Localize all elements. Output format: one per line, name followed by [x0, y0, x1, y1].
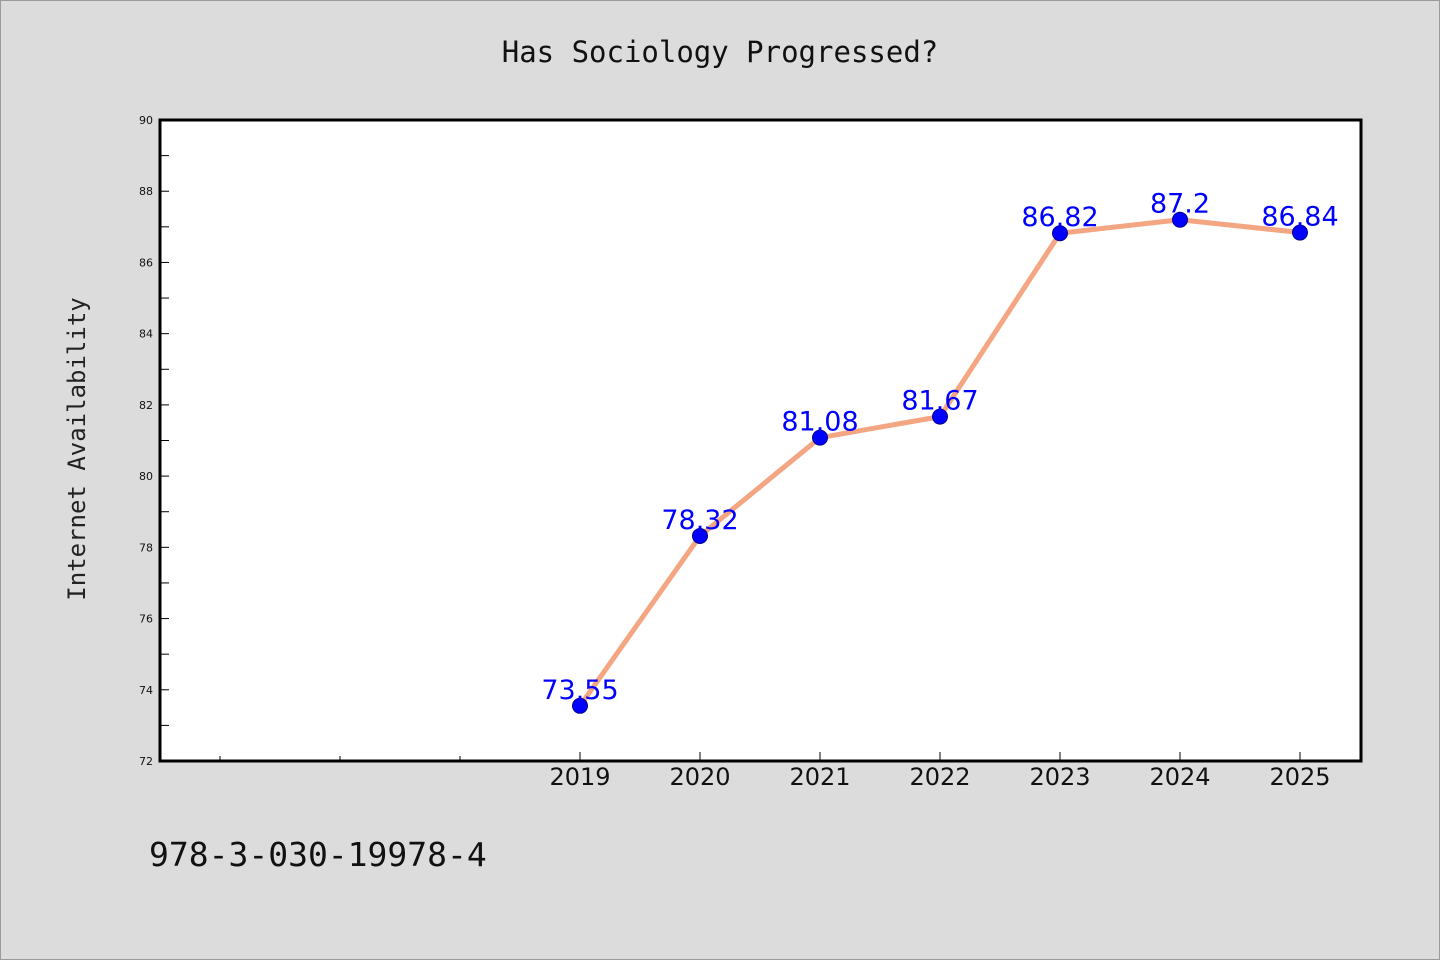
- x-tick-label: 2024: [1149, 763, 1210, 791]
- y-tick-label: 84: [139, 328, 153, 341]
- plot-frame: [158, 118, 1363, 763]
- data-label: 86.84: [1261, 202, 1338, 233]
- data-point: [1292, 224, 1308, 241]
- y-tick-label: 80: [139, 470, 153, 483]
- x-tick-label: 2021: [789, 763, 850, 791]
- data-point: [572, 697, 588, 714]
- y-tick-label: 78: [139, 541, 153, 554]
- data-label: 87.2: [1150, 189, 1210, 220]
- y-tick-label: 90: [139, 114, 153, 127]
- x-tick-label: 2022: [909, 763, 970, 791]
- isbn-footer: 978-3-030-19978-4: [149, 835, 487, 874]
- chart-title: Has Sociology Progressed?: [501, 35, 939, 69]
- data-label: 73.55: [541, 675, 618, 706]
- y-tick-label: 72: [139, 755, 153, 768]
- y-tick-label: 86: [139, 256, 153, 269]
- y-tick-label: 74: [139, 684, 153, 697]
- data-label: 81.08: [781, 407, 858, 438]
- y-tick-label: 82: [139, 399, 153, 412]
- y-tick-label: 88: [139, 185, 153, 198]
- data-point: [1172, 211, 1188, 228]
- data-point: [812, 429, 828, 446]
- x-tick-label: 2020: [669, 763, 730, 791]
- data-point: [932, 408, 948, 425]
- data-point: [692, 527, 708, 544]
- x-tick-label: 2025: [1269, 763, 1330, 791]
- data-point: [1052, 225, 1068, 242]
- y-tick-label: 76: [139, 613, 153, 626]
- data-label: 78.32: [661, 505, 738, 536]
- data-label: 81.67: [901, 386, 978, 417]
- plot-area: [160, 120, 1361, 761]
- x-tick-label: 2019: [549, 763, 610, 791]
- x-tick-label: 2023: [1029, 763, 1090, 791]
- data-label: 86.82: [1021, 202, 1098, 233]
